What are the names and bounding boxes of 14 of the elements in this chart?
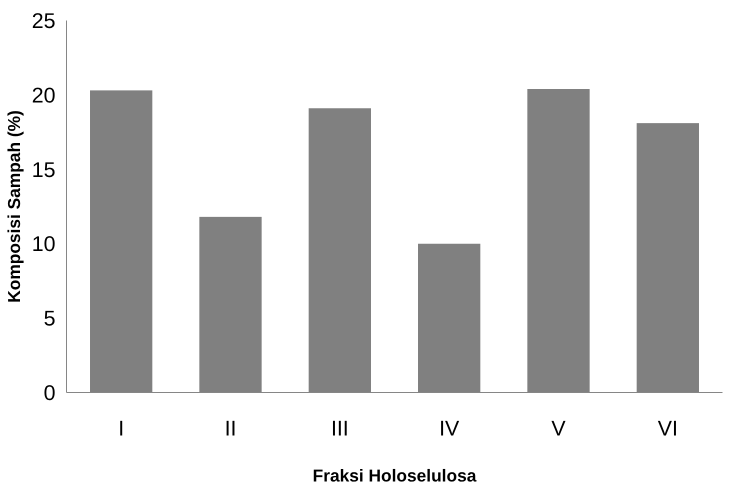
x-tick-label: I (118, 416, 124, 440)
y-tick-label: 10 (32, 232, 56, 256)
y-tick-label: 20 (32, 83, 56, 108)
x-tick-label: V (551, 416, 566, 440)
x-tick-label: II (224, 416, 236, 440)
y-tick-label: 25 (32, 9, 56, 33)
y-tick-label: 15 (32, 158, 56, 182)
x-tick-label: IV (439, 416, 460, 440)
y-axis-title: Komposisi Sampah (%) (4, 110, 24, 303)
y-tick-label: 0 (44, 381, 56, 405)
x-tick-label: VI (658, 416, 678, 440)
x-tick-label: III (330, 416, 349, 440)
y-tick-label: 5 (44, 306, 56, 331)
x-axis-title: Fraksi Holoselulosa (312, 466, 477, 486)
